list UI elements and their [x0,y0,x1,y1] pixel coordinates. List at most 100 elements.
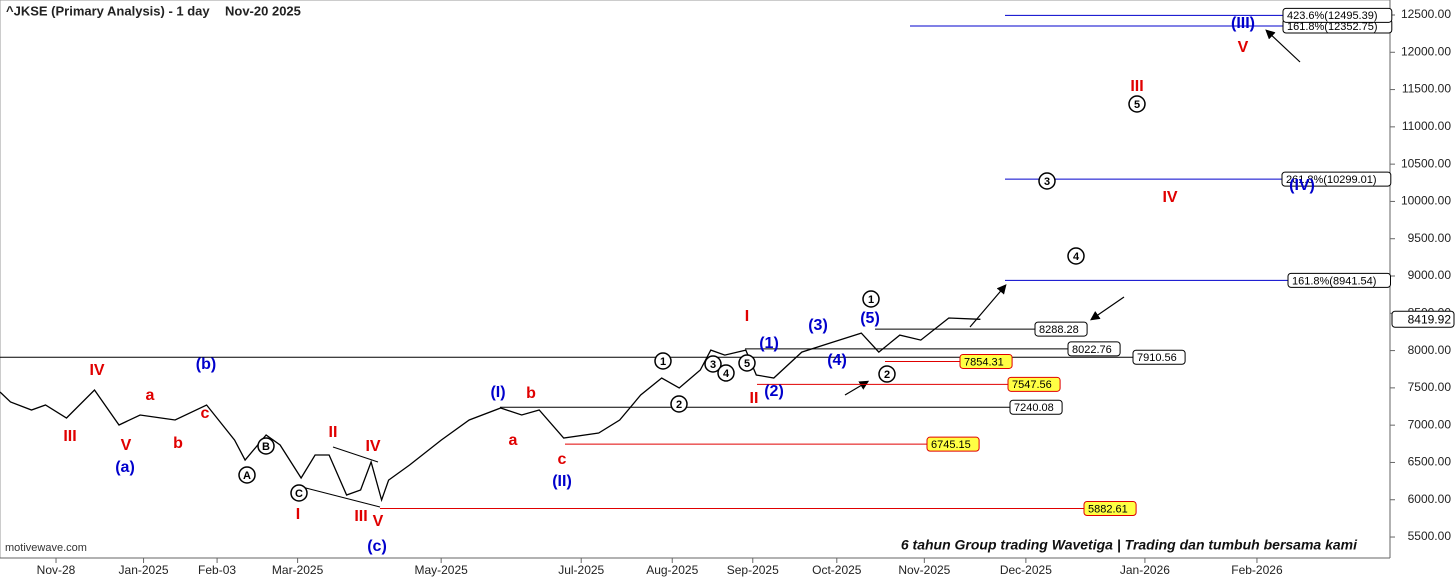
wave-label: V [121,437,132,454]
wave-label: (3) [808,317,828,334]
wave-label: 2 [884,369,890,381]
level-label: 8288.28 [1039,324,1079,336]
y-tick-label: 5500.00 [1408,529,1452,543]
wave-label: (IV) [1289,177,1315,194]
level-label-box [1034,321,1088,337]
wave-circle [738,354,756,372]
chart-date: Nov-20 2025 [225,3,301,18]
x-tick-label: Nov-2025 [898,563,950,577]
x-tick-label: Jan-2026 [1120,563,1170,577]
wave-label: (a) [115,459,135,476]
wave-label: IV [89,362,104,379]
wave-label: b [173,435,183,452]
wave-label: (c) [367,538,387,555]
wave-label: IV [1162,189,1177,206]
x-tick-label: Oct-2025 [812,563,862,577]
y-tick-label: 10000.00 [1401,194,1451,208]
level-label: 161.8%(8941.54) [1292,275,1376,287]
wave-label: (5) [860,310,880,327]
wave-label: 3 [710,359,716,371]
wave-label: 3 [1044,176,1050,188]
level-label-box [1009,399,1063,415]
y-tick-label: 6000.00 [1408,492,1452,506]
wave-label: 1 [660,356,666,368]
arrow [969,284,1007,328]
level-label-box [926,436,980,452]
level-label: 5882.61 [1088,503,1128,515]
wave-label: III [354,508,367,525]
wave-label: III [63,428,76,445]
x-tick-label: Jan-2025 [119,563,169,577]
wave-label: 4 [723,368,730,380]
wave-label: 5 [744,358,750,370]
x-tick-label: Dec-2025 [1000,563,1052,577]
wave-label: III [1130,78,1143,95]
x-tick-label: Feb-03 [198,563,236,577]
arrow [1090,296,1125,321]
level-label-box [1281,171,1392,187]
level-label-box [1282,7,1393,23]
wave-label: (I) [490,384,505,401]
wave-label: (b) [196,356,216,373]
wave-circle [654,352,672,370]
wave-label: V [373,513,384,530]
wave-label: 1 [868,294,874,306]
y-tick-label: 8000.00 [1408,343,1452,357]
y-tick-label: 11500.00 [1402,82,1451,96]
level-label-box [1007,376,1061,392]
arrow [1265,29,1301,63]
y-tick-label: 12000.00 [1401,44,1451,58]
level-label: 8022.76 [1072,344,1112,356]
wave-label: c [558,451,567,468]
level-label: 7910.56 [1137,352,1177,364]
y-axis-panel [1390,0,1456,579]
wave-label: 5 [1134,99,1140,111]
wave-label: IV [365,438,380,455]
y-tick-label: 7500.00 [1408,380,1452,394]
last-price-label: 8419.92 [1408,312,1452,326]
wave-circle [1128,95,1146,113]
level-label: 261.8%(10299.01) [1286,174,1377,186]
wave-label: II [329,424,338,441]
level-label: 7854.31 [964,356,1004,368]
wave-label: a [146,387,155,404]
chart-title: ^JKSE (Primary Analysis) - 1 day [6,3,210,18]
wave-circle [1067,247,1085,265]
last-price-box [1391,310,1455,328]
y-tick-label: 11000.00 [1402,119,1451,133]
y-tick-label: 10500.00 [1401,156,1451,170]
wave-label: (III) [1231,15,1255,32]
x-tick-label: May-2025 [414,563,468,577]
wave-circle [1038,172,1056,190]
wedge-line [332,446,379,463]
x-tick-label: Feb-2026 [1231,563,1283,577]
level-label: 7240.08 [1014,402,1054,414]
wave-label: (II) [552,473,572,490]
wave-label: b [526,385,536,402]
level-label: 6745.15 [931,439,971,451]
wave-label: a [509,432,518,449]
y-tick-label: 6500.00 [1408,455,1452,469]
wave-circle [238,466,256,484]
wave-label: B [262,441,270,453]
x-tick-label: Nov-28 [37,563,76,577]
y-tick-label: 9500.00 [1408,231,1452,245]
y-tick-label: 9000.00 [1408,268,1452,282]
level-label-box [1287,272,1391,288]
wave-circle [670,395,688,413]
wave-label: 2 [676,399,682,411]
wave-label: I [745,308,749,325]
level-label-box [1067,341,1121,357]
wave-label: C [295,488,303,500]
wave-label: (4) [827,352,847,369]
level-label-box [1132,349,1186,365]
annotation-lines [297,446,381,508]
wave-label: A [243,470,251,482]
wedge-line [297,485,381,508]
banner: 6 tahun Group trading Wavetiga | Trading… [901,537,1358,553]
plot-area [0,0,1391,559]
wave-label: c [201,405,210,422]
wave-label: I [296,506,300,523]
y-tick-label: 7000.00 [1408,417,1452,431]
